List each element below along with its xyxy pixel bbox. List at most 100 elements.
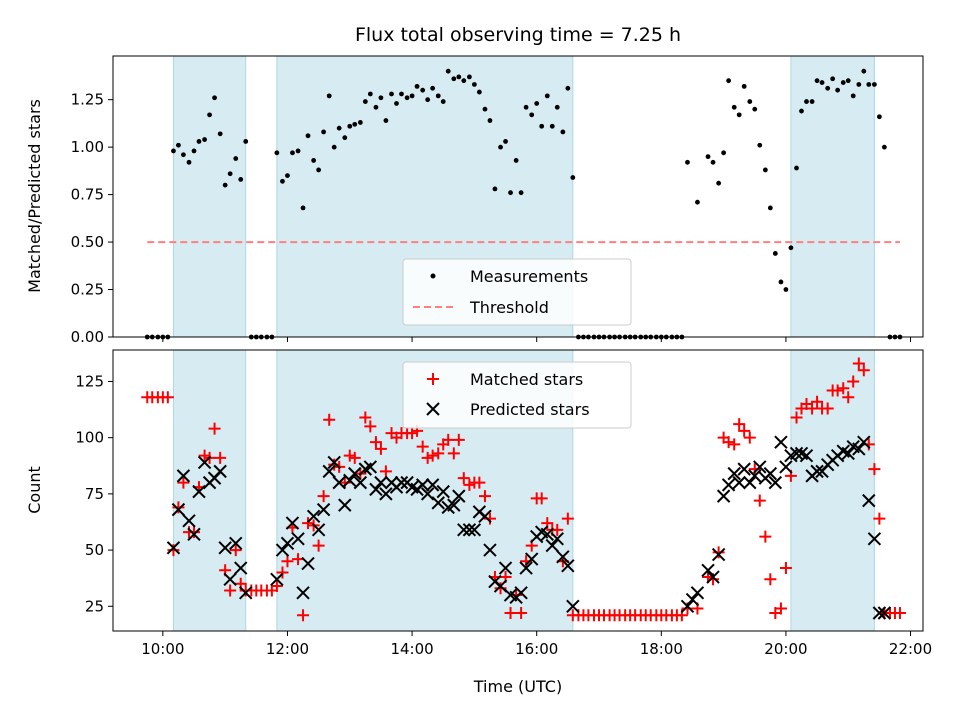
matched-stars-point [478,490,491,503]
predicted-stars-point [701,563,715,578]
predicted-stars-point [316,502,331,517]
x-tick-label: 10:00 [141,640,184,658]
matched-stars-point [774,602,787,615]
predicted-stars-point [711,547,726,562]
matched-stars-point [779,562,792,575]
predicted-stars-point [415,478,430,492]
predicted-stars-point [379,487,393,501]
matched-stars-point [447,447,460,460]
predicted-stars-point [514,586,528,600]
matched-stars-point [868,463,881,476]
measurement-point [731,104,737,110]
matched-stars-point [224,584,237,597]
measurement-point [830,76,836,82]
x-tick-label: 18:00 [640,640,683,658]
matched-stars-point [759,530,772,543]
predicted-stars-point [690,586,705,600]
predicted-stars-point [218,541,232,555]
predicted-stars-point [478,509,492,524]
measurement-point [461,78,467,84]
matched-stars-point [416,440,429,453]
matched-stars-point [432,447,445,460]
x-tick-label: 16:00 [515,640,558,658]
measurement-point [186,159,192,165]
bottom-y-tick-label: 25 [85,597,104,615]
measurement-point [227,171,233,177]
measurement-point [191,148,197,154]
measurement-point [274,150,280,156]
matched-stars-point [312,539,325,552]
bottom-plot-frame [112,349,924,632]
predicted-stars-point [768,475,783,490]
predicted-stars-point [239,586,253,600]
measurement-point [367,91,373,97]
measurement-point [300,205,306,211]
measurement-point [336,125,342,131]
top-shaded-interval-1 [172,55,247,338]
predicted-stars-point [743,475,757,490]
measurement-point [430,85,436,91]
measurement-point [783,287,789,292]
matched-stars-point [728,438,741,451]
matched-stars-point [504,607,517,620]
predicted-stars-point [462,523,477,537]
measurement-point [389,91,394,97]
matched-stars-point [374,442,387,455]
matched-stars-point [852,357,865,370]
x-tick-label: 12:00 [266,640,309,658]
matched-stars-point [457,472,470,485]
matched-stars-point [302,517,315,530]
predicted-stars-point [166,541,181,555]
measurement-point [414,83,420,89]
measurement-point [716,180,722,186]
predicted-stars-point [176,469,191,483]
predicted-stars-point [467,523,482,537]
measurement-point [845,78,851,84]
matched-stars-point [753,494,766,507]
measurement-point [544,93,550,99]
measurement-point [767,205,773,211]
measurement-point [394,101,399,106]
measurement-point [212,95,217,101]
measurement-point [420,87,426,93]
measurement-point [881,144,887,150]
matched-stars-point [323,413,336,426]
bottom-y-tick-label: 75 [85,485,104,503]
measurement-point [451,76,457,82]
measurement-point [243,139,249,144]
predicted-stars-point [732,475,746,490]
predicted-stars-point [721,478,736,492]
predicted-stars-point [447,498,461,512]
x-tick-label: 14:00 [390,640,433,658]
bottom-y-tick-label: 50 [85,541,104,559]
predicted-stars-point [291,532,305,546]
measurement-point [835,87,841,93]
predicted-stars-point [353,475,368,490]
measurement-point [492,186,498,192]
matched-stars-point [821,402,834,415]
matched-stars-point [297,609,310,622]
measurement-point [352,121,358,127]
measurement-point [872,82,877,87]
predicted-stars-point [877,606,892,620]
measurement-point [850,93,856,99]
bottom-y-axis-label: Count [25,466,44,514]
top-plot-frame [112,55,924,338]
top-legend-box [402,258,632,326]
predicted-stars-point [223,572,237,587]
measurement-point [305,133,311,139]
top-y-axis-label: Matched/Predicted stars [25,99,44,293]
measurement-point [280,178,285,184]
predicted-stars-point [799,448,814,463]
measurement-point [565,85,571,91]
measurement-point [362,99,368,104]
predicted-stars-point [213,464,227,479]
predicted-stars-point [229,536,243,551]
measurement-point [342,135,348,141]
top-legend: Measurements Threshold [402,258,632,326]
predicted-stars-point [280,536,295,551]
bottom-shaded-interval-3 [790,349,875,632]
measurement-point [876,114,882,120]
predicted-stars-point [706,570,720,584]
measurement-point [710,159,716,165]
